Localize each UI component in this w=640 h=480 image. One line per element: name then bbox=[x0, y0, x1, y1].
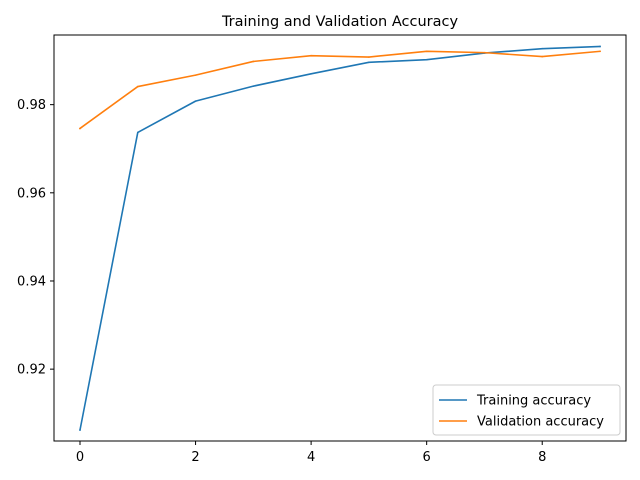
validation-accuracy-point-3 bbox=[252, 60, 255, 63]
validation-accuracy-point-1 bbox=[136, 85, 139, 88]
legend-box bbox=[432, 384, 621, 436]
x-tick-label: 6 bbox=[423, 450, 431, 465]
training-accuracy-point-0 bbox=[79, 429, 81, 431]
training-accuracy-point-8 bbox=[541, 47, 544, 50]
validation-accuracy-point-4 bbox=[310, 54, 312, 57]
training-accuracy-point-3 bbox=[252, 85, 255, 87]
training-accuracy-point-4 bbox=[310, 72, 312, 75]
x-tick-label: 4 bbox=[307, 450, 315, 465]
validation-accuracy-point-5 bbox=[368, 56, 370, 58]
training-accuracy-point-1 bbox=[136, 131, 139, 134]
validation-accuracy-point-6 bbox=[425, 50, 428, 53]
y-axis: 0.92 0.94 0.96 0.98 bbox=[17, 98, 54, 378]
y-tick-label: 0.98 bbox=[17, 98, 46, 113]
validation-accuracy-line bbox=[78, 50, 601, 130]
validation-accuracy-point-9 bbox=[599, 50, 601, 53]
y-tick-label: 0.96 bbox=[17, 186, 46, 201]
x-tick-label: 0 bbox=[76, 450, 84, 465]
training-accuracy-line bbox=[79, 45, 601, 431]
x-tick-label: 2 bbox=[191, 450, 199, 465]
training-accuracy-point-2 bbox=[194, 100, 197, 102]
validation-accuracy-legend-label: Validation accuracy bbox=[477, 415, 604, 430]
training-accuracy-point-6 bbox=[425, 58, 428, 61]
training-accuracy-point-9 bbox=[599, 45, 601, 48]
validation-accuracy-point-2 bbox=[194, 74, 197, 76]
x-axis: 0 2 4 6 8 bbox=[76, 441, 546, 465]
x-tick-label: 8 bbox=[538, 450, 546, 465]
validation-accuracy-point-8 bbox=[541, 55, 544, 58]
training-accuracy-point-5 bbox=[368, 61, 370, 64]
training-accuracy-legend-label: Training accuracy bbox=[476, 394, 591, 409]
y-tick-label: 0.92 bbox=[17, 363, 46, 378]
chart-title: Training and Validation Accuracy bbox=[221, 14, 459, 30]
y-tick-label: 0.94 bbox=[17, 274, 46, 289]
validation-accuracy-point-0 bbox=[79, 127, 81, 130]
series-layer bbox=[78, 45, 601, 431]
validation-accuracy-point-7 bbox=[483, 51, 486, 54]
legend: Training accuracy Validation accuracy bbox=[432, 384, 621, 436]
plot-frame bbox=[53, 34, 627, 442]
